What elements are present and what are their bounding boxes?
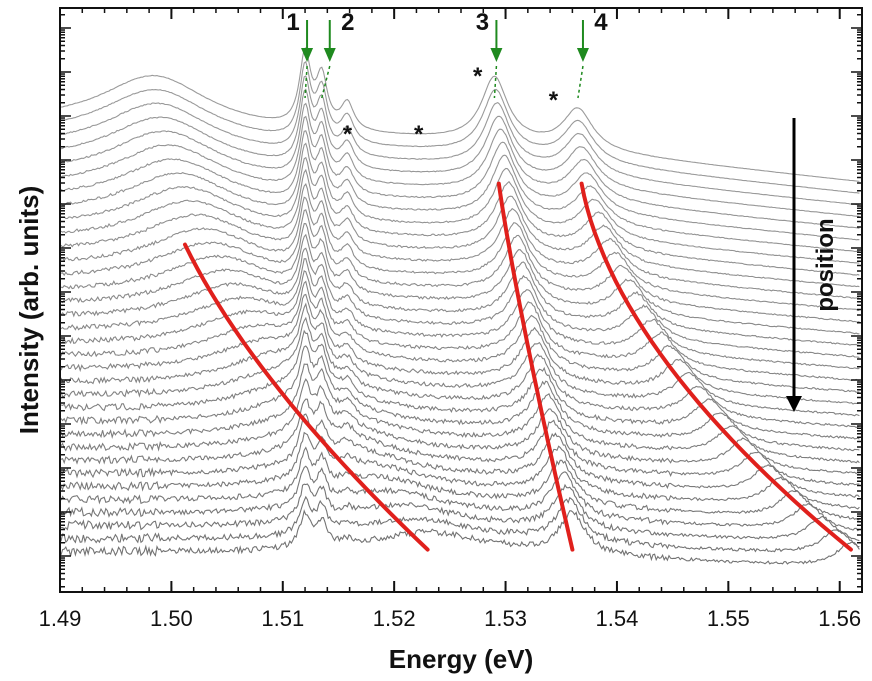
spectrum-line: [60, 345, 860, 452]
star-marker: *: [414, 121, 424, 148]
red-trace-line: [579, 181, 853, 552]
spectrum-line: [60, 316, 860, 429]
peak-markers-group: 1 2 3 4: [286, 9, 608, 99]
peak-connector: [493, 65, 498, 99]
spectrum-line: [60, 329, 860, 440]
x-tick-label: 1.55: [707, 606, 750, 631]
peak-connector: [304, 65, 308, 99]
x-ticks-group: 1.49 1.50 1.51 1.52 1.53 1.54 1.55 1.56: [39, 8, 863, 631]
spectrum-line: [60, 142, 860, 264]
spectrum-line: [61, 270, 860, 382]
peak-label: 4: [594, 9, 608, 36]
spectrum-line: [60, 258, 860, 370]
spectrum-line: [60, 431, 860, 510]
peak-arrow-head: [576, 48, 589, 62]
x-tick-label: 1.50: [150, 606, 193, 631]
spectrum-line: [60, 130, 860, 253]
peak-arrow-head: [301, 48, 314, 62]
x-tick-label: 1.53: [484, 606, 527, 631]
spectrum-line: [60, 280, 860, 393]
peak-arrow-head: [490, 48, 503, 62]
spectrum-line: [60, 60, 860, 194]
spectrum-line: [60, 398, 860, 486]
spectrum-line: [60, 115, 860, 241]
spectrum-line: [60, 495, 860, 553]
spectrum-line: [60, 196, 860, 312]
position-arrow-head: [786, 396, 802, 412]
spectrum-line: [60, 75, 860, 206]
spectrum-line: [60, 363, 860, 464]
star-marker: *: [473, 63, 483, 90]
peak-label: 1: [286, 9, 299, 36]
spectrum-line: [60, 465, 860, 532]
spectrum-line: [60, 47, 860, 182]
spectrum-line: [60, 88, 860, 217]
spectrum-line: [60, 293, 860, 405]
star-marker: *: [343, 121, 353, 148]
red-trace-line: [183, 242, 430, 552]
spectrum-line: [60, 233, 860, 347]
position-annotation: position: [786, 118, 839, 412]
x-tick-label: 1.54: [596, 606, 639, 631]
x-axis-title: Energy (eV): [389, 644, 534, 674]
spectrum-line: [60, 413, 860, 498]
spectrum-line: [60, 102, 860, 229]
spectra-group: [60, 47, 860, 565]
red-trace-line: [496, 181, 575, 552]
red-traces-group: [183, 181, 853, 552]
star-markers-group: * * * *: [343, 63, 559, 148]
spectrum-line: [60, 446, 860, 521]
peak-arrow-head: [323, 48, 336, 62]
spectrum-line: [60, 209, 860, 323]
spectrum-line: [60, 183, 860, 299]
x-tick-label: 1.51: [261, 606, 304, 631]
spectrum-line: [60, 302, 860, 417]
x-tick-label: 1.49: [39, 606, 82, 631]
spectrum-line: [60, 509, 860, 565]
position-label: position: [812, 218, 839, 311]
y-axis-title: Intensity (arb. units): [14, 186, 44, 434]
spectrum-line: [60, 156, 860, 276]
x-tick-label: 1.56: [818, 606, 861, 631]
peak-label: 3: [476, 9, 489, 36]
x-tick-label: 1.52: [373, 606, 416, 631]
spectrum-line: [60, 378, 860, 475]
spectrum-line: [60, 247, 860, 358]
star-marker: *: [549, 87, 559, 114]
spectrum-line: [61, 483, 860, 542]
peak-connector: [577, 65, 584, 99]
peak-label: 2: [341, 9, 354, 36]
y-ticks-group: [60, 14, 862, 588]
spectrum-line: [60, 168, 860, 288]
